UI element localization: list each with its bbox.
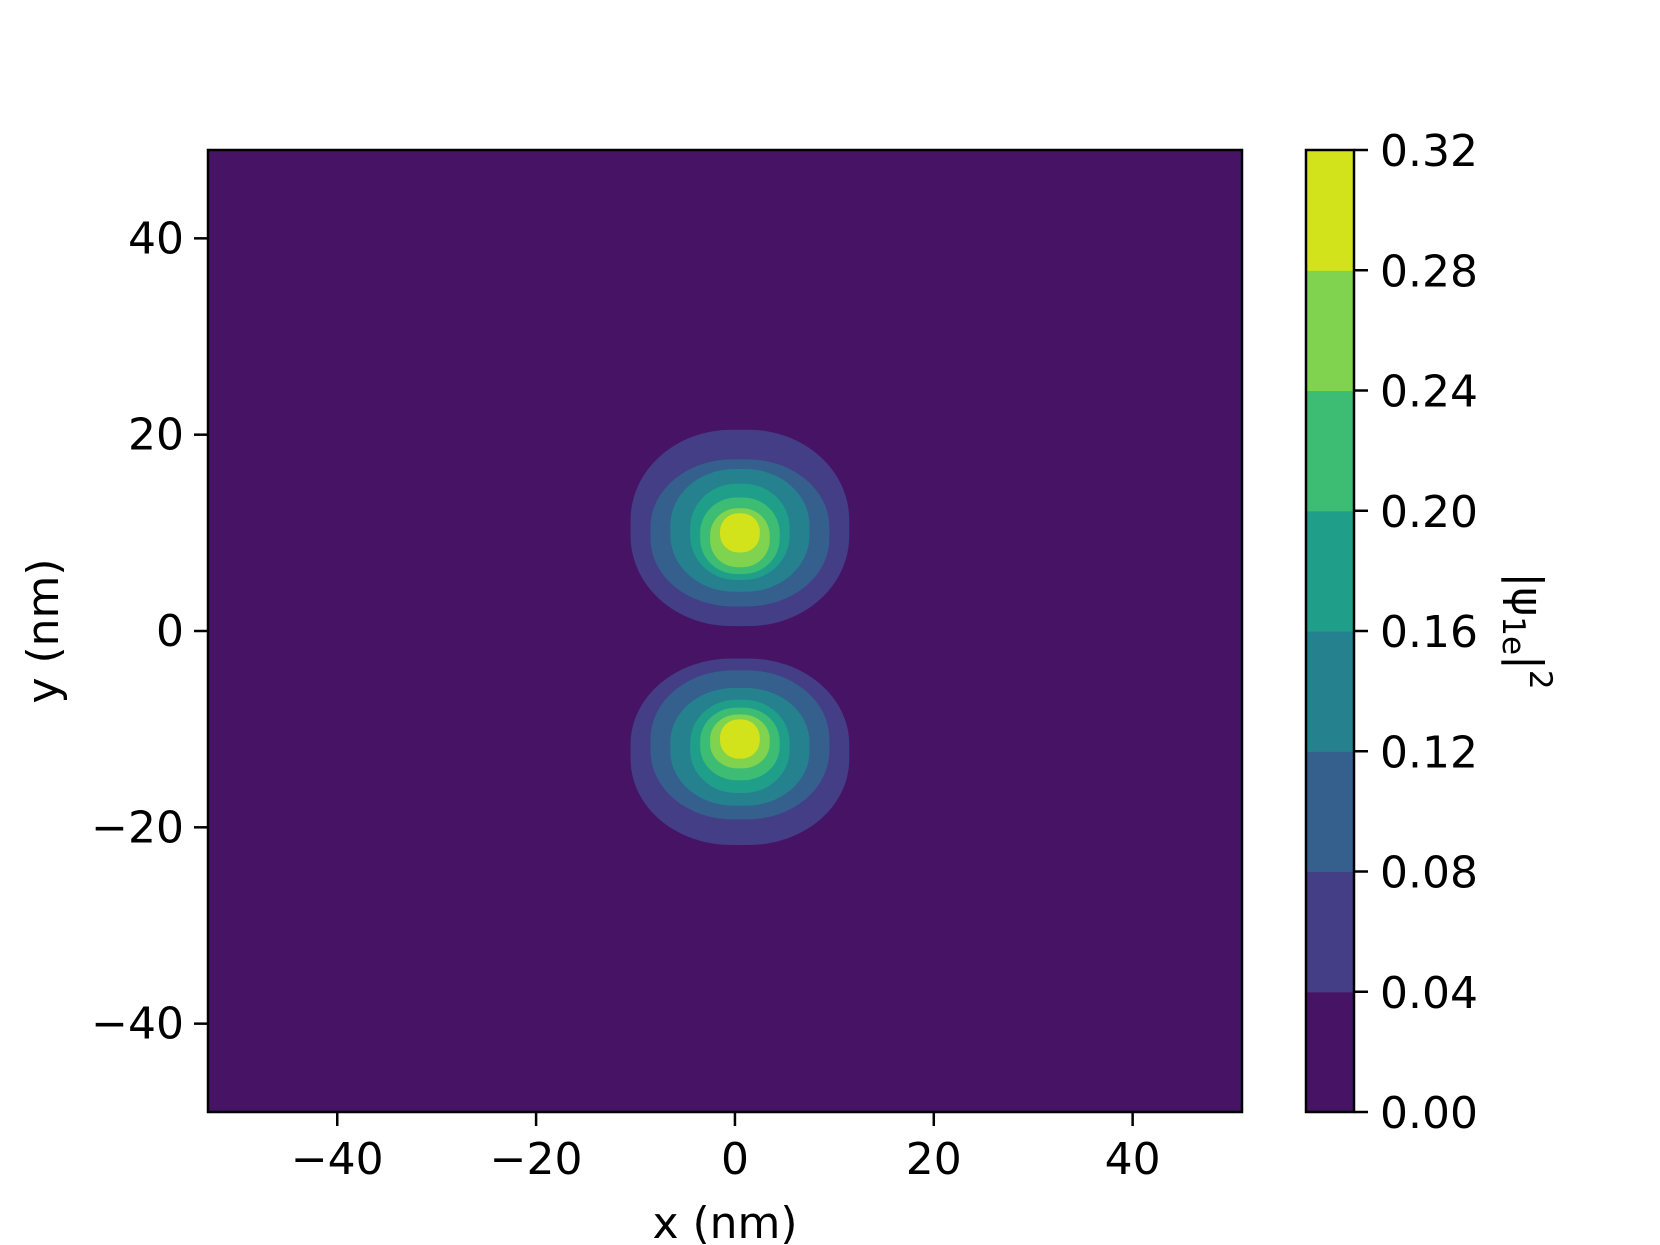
colorbar-band-0.28 [1306, 150, 1354, 271]
y-axis-label: y (nm) [18, 558, 69, 703]
colorbar-tick-label: 0.04 [1380, 968, 1478, 1019]
colorbar-band-0.12 [1306, 631, 1354, 752]
colorbar-tick-label: 0.32 [1380, 126, 1478, 177]
x-axis-label: x (nm) [652, 1198, 797, 1245]
x-tick-label: 0 [721, 1134, 749, 1185]
x-tick-label: 40 [1105, 1134, 1161, 1185]
contour-fills [630, 429, 850, 845]
y-tick-label: −40 [91, 999, 184, 1050]
colorbar-tick-label: 0.00 [1380, 1088, 1478, 1139]
colorbar-band-0.16 [1306, 510, 1354, 632]
colorbar-ticks: 0.00 0.04 0.08 0.12 0.16 0.20 0.24 0.28 0.32 [1354, 126, 1478, 1139]
y-tick-label: 40 [128, 213, 184, 264]
y-axis-ticks: −40 −20 0 20 40 [91, 213, 208, 1050]
y-tick-label: 20 [128, 410, 184, 461]
y-tick-label: 0 [156, 606, 184, 657]
colorbar-tick-label: 0.24 [1380, 367, 1478, 418]
colorbar-label-superscript: 2 [1522, 670, 1558, 690]
y-tick-label: −20 [91, 802, 184, 853]
colorbar-band-0.24 [1306, 270, 1354, 392]
x-tick-label: −40 [291, 1134, 384, 1185]
colorbar-label-base: |ψ [1501, 572, 1552, 616]
contour-upper-level-0.28 [720, 513, 760, 553]
x-axis-ticks: −40 −20 0 20 40 [291, 1112, 1161, 1185]
colorbar-band-0.08 [1306, 751, 1354, 873]
colorbar-tick-label: 0.28 [1380, 246, 1478, 297]
colorbar-label-subscript: 1e [1495, 616, 1531, 655]
colorbar-tick-label: 0.08 [1380, 848, 1478, 899]
colorbar-tick-label: 0.16 [1380, 607, 1478, 658]
colorbar-band-0 [1306, 991, 1354, 1113]
colorbar-tick-label: 0.12 [1380, 727, 1478, 778]
colorbar-bands [1306, 150, 1354, 1113]
contour-lower-level-0.28 [720, 719, 760, 759]
colorbar-label: |ψ1e|2 [1495, 572, 1558, 689]
colorbar-band-0.2 [1306, 390, 1354, 512]
colorbar-label-tail: | [1501, 655, 1552, 670]
plot-background [208, 150, 1242, 1112]
colorbar-tick-label: 0.20 [1380, 487, 1478, 538]
colorbar-band-0.04 [1306, 871, 1354, 993]
colorbar: 0.00 0.04 0.08 0.12 0.16 0.20 0.24 0.28 0.32 |ψ1… [1304, 126, 1558, 1139]
x-tick-label: 20 [906, 1134, 962, 1185]
plot-area [206, 148, 1244, 1114]
x-tick-label: −20 [490, 1134, 583, 1185]
